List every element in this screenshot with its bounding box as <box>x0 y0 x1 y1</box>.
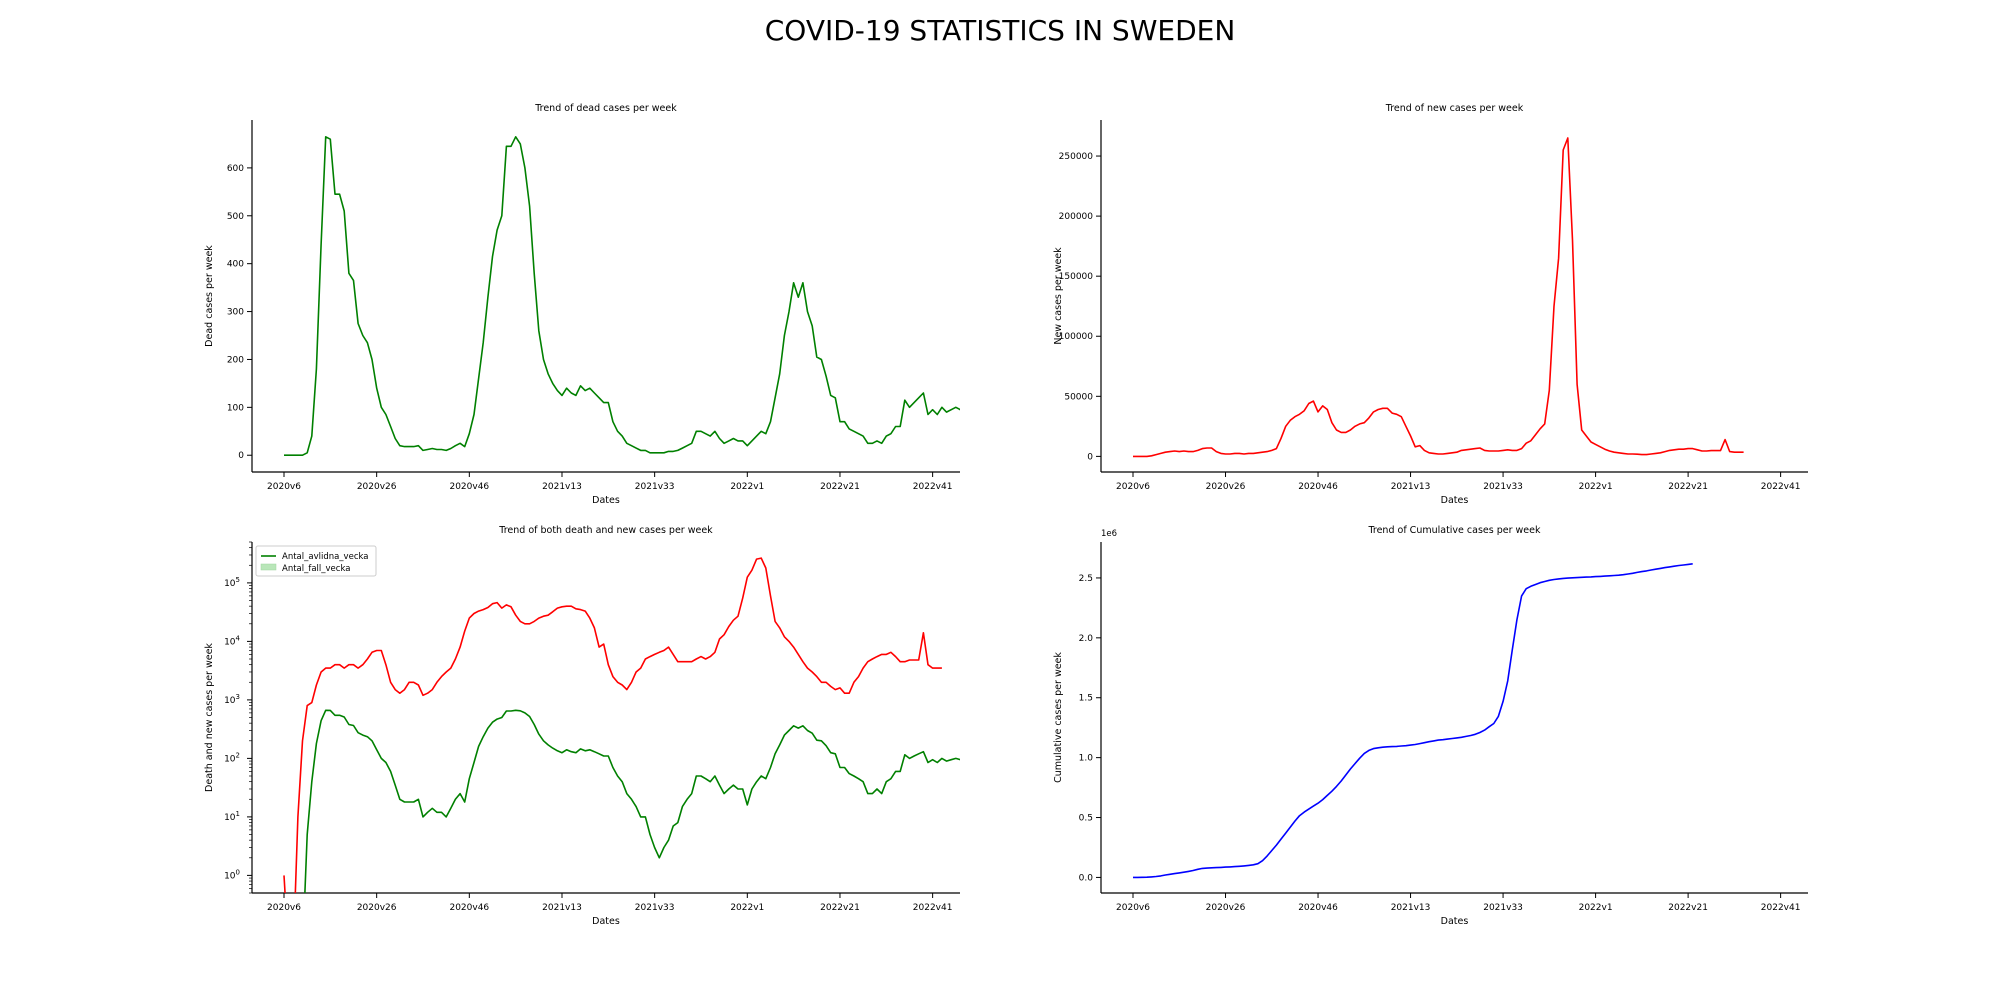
y-tick-label: 0.0 <box>1079 873 1094 883</box>
x-tick-label: 2021v13 <box>542 482 582 492</box>
x-tick-label: 2020v26 <box>1206 903 1246 913</box>
x-axis-label: Dates <box>592 495 620 506</box>
x-tick-label: 2020v6 <box>267 482 301 492</box>
y-tick-label: 2.5 <box>1079 574 1093 584</box>
x-tick-label: 2020v26 <box>357 482 397 492</box>
x-tick-label: 2022v41 <box>1761 903 1801 913</box>
x-tick-label: 2020v46 <box>449 482 489 492</box>
y-tick-label: 102 <box>224 751 240 764</box>
x-axis-label: Dates <box>1441 916 1469 927</box>
x-tick-label: 2020v6 <box>1116 482 1150 492</box>
x-tick-label: 2020v26 <box>1206 482 1246 492</box>
x-tick-label: 2020v26 <box>357 903 397 913</box>
x-tick-label: 2020v46 <box>1298 903 1338 913</box>
x-tick-label: 2021v33 <box>635 903 675 913</box>
chart-title: Trend of Cumulative cases per week <box>1367 525 1541 536</box>
chart-title: Trend of both death and new cases per we… <box>498 525 713 536</box>
x-tick-label: 2022v21 <box>1668 903 1708 913</box>
figure-title: COVID-19 STATISTICS IN SWEDEN <box>764 14 1236 47</box>
y-tick-label: 0 <box>238 451 244 461</box>
x-tick-label: 2022v1 <box>730 903 764 913</box>
x-tick-label: 2022v41 <box>913 482 953 492</box>
y-axis-label: New cases per week <box>1053 247 1064 345</box>
chart-panel-4: Trend of Cumulative cases per week 2020v6… <box>1053 525 1808 927</box>
x-tick-label: 2020v6 <box>1116 903 1150 913</box>
y-tick-label: 1.0 <box>1079 754 1094 764</box>
x-tick-label: 2020v46 <box>449 903 489 913</box>
x-tick-label: 2022v41 <box>913 903 953 913</box>
series-line-series-1 <box>284 136 960 457</box>
y-tick-label: 104 <box>224 634 240 647</box>
chart-title: Trend of dead cases per week <box>534 103 677 114</box>
chart-panel-2: Trend of new cases per week 2020v6 2020v26… <box>1053 103 1808 506</box>
chart-panel-3: Trend of both death and new cases per we… <box>204 525 960 927</box>
x-tick-label: 2021v13 <box>1391 903 1431 913</box>
series-line-series-1 <box>1133 137 1744 458</box>
x-axis-label: Dates <box>1441 495 1469 506</box>
y-tick-label: 600 <box>227 164 244 174</box>
y-tick-label: 500 <box>227 212 244 222</box>
legend-label: Antal_avlidna_vecka <box>282 552 368 562</box>
x-tick-label: 2022v21 <box>1668 482 1708 492</box>
y-offset-label: 1e6 <box>1101 529 1117 539</box>
chart-panel-1: Trend of dead cases per week 2020v6 2020v2… <box>204 103 960 506</box>
y-tick-label: 103 <box>224 693 240 706</box>
y-tick-label: 150000 <box>1059 272 1094 282</box>
y-axis-label: Dead cases per week <box>204 245 215 347</box>
x-tick-label: 2021v33 <box>1483 903 1523 913</box>
y-tick-label: 50000 <box>1064 392 1093 402</box>
y-tick-label: 100000 <box>1059 332 1094 342</box>
y-tick-label: 300 <box>227 308 244 318</box>
x-tick-label: 2022v1 <box>1579 482 1613 492</box>
series-line-Antal_fall_vecka <box>283 557 942 893</box>
legend-box <box>255 545 377 577</box>
legend-patch-fall <box>260 563 277 571</box>
y-tick-label: 100 <box>227 403 244 413</box>
x-tick-label: 2022v1 <box>730 482 764 492</box>
y-axis-label: Death and new cases per week <box>204 643 215 792</box>
x-tick-label: 2021v13 <box>1391 482 1431 492</box>
y-tick-label: 2.0 <box>1079 634 1094 644</box>
y-tick-label: 0.5 <box>1079 814 1093 824</box>
y-tick-label: 200000 <box>1059 212 1094 222</box>
x-tick-label: 2021v33 <box>1483 482 1523 492</box>
x-tick-label: 2021v33 <box>635 482 675 492</box>
series-line-Antal_avlidna_vecka <box>304 709 960 893</box>
y-tick-label: 0 <box>1087 452 1093 462</box>
x-axis-label: Dates <box>592 916 620 927</box>
y-axis-label: Cumulative cases per week <box>1053 652 1064 783</box>
legend: Antal_avlidna_vecka Antal_fall_vecka <box>255 545 377 577</box>
x-tick-label: 2022v21 <box>820 482 860 492</box>
legend-label: Antal_fall_vecka <box>282 564 350 574</box>
x-tick-label: 2022v41 <box>1761 482 1801 492</box>
x-tick-label: 2020v46 <box>1298 482 1338 492</box>
y-tick-label: 250000 <box>1059 152 1094 162</box>
chart-title: Trend of new cases per week <box>1385 103 1524 114</box>
y-tick-label: 400 <box>227 260 244 270</box>
y-tick-label: 105 <box>224 576 240 589</box>
y-tick-label: 200 <box>227 355 244 365</box>
y-tick-label: 1.5 <box>1079 694 1093 704</box>
y-tick-label: 101 <box>224 810 240 823</box>
x-tick-label: 2021v13 <box>542 903 582 913</box>
x-tick-label: 2022v21 <box>820 903 860 913</box>
x-tick-label: 2022v1 <box>1579 903 1613 913</box>
series-line-series-1 <box>1133 563 1693 879</box>
x-tick-label: 2020v6 <box>267 903 301 913</box>
y-tick-label: 100 <box>224 868 240 881</box>
